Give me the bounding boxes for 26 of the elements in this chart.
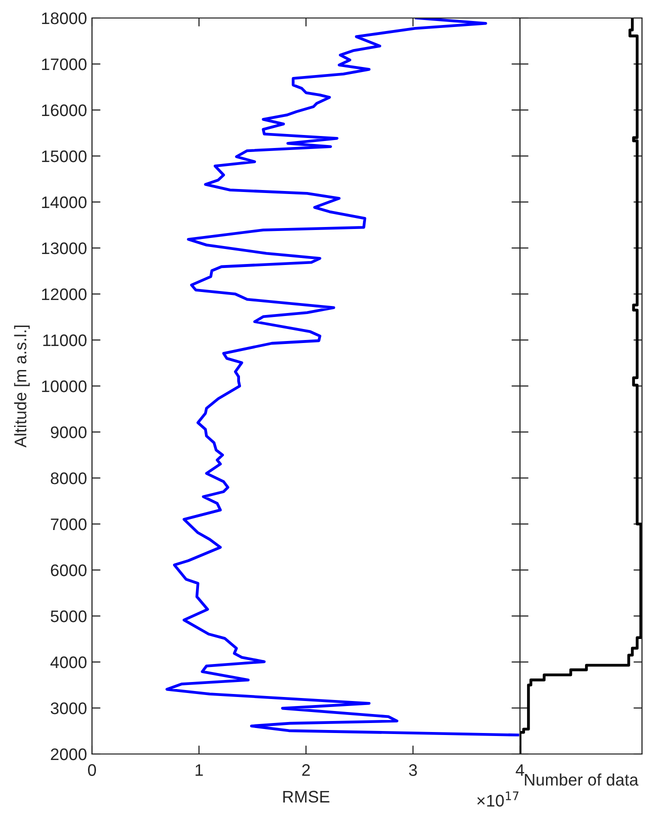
y-tick-label: 13000: [42, 242, 86, 254]
y-tick-label: 16000: [42, 104, 86, 116]
y-tick-label: 6000: [50, 564, 86, 576]
y-tick-label: 2000: [50, 748, 86, 760]
x-axis-title: Number of data: [524, 773, 638, 786]
y-tick-label: 17000: [42, 58, 86, 70]
y-tick-label: 7000: [50, 518, 86, 530]
x-tick-label: 1: [196, 764, 203, 776]
x-axis-title: RMSE: [283, 790, 330, 803]
y-tick-label: 3000: [50, 702, 86, 714]
y-tick-label: 9000: [50, 426, 86, 438]
x-tick-label: 4: [516, 764, 524, 776]
x-tick-label: 3: [409, 764, 417, 776]
y-tick-label: 18000: [42, 12, 86, 24]
y-tick-label: 4000: [50, 656, 86, 668]
y-tick-label: 8000: [50, 472, 86, 484]
y-axis-title: Altitude [m a.s.l.]: [14, 326, 30, 448]
y-tick-label: 14000: [42, 196, 86, 208]
y-tick-label: 12000: [42, 288, 86, 300]
y-tick-label: 5000: [50, 610, 86, 622]
x-tick-label: 0: [88, 764, 96, 776]
y-tick-label: 15000: [42, 150, 86, 162]
x-tick-label: 2: [302, 764, 310, 776]
text: ×10$^{17}$: [477, 792, 518, 807]
y-tick-label: 11000: [43, 334, 86, 346]
y-tick-label: 10000: [42, 380, 86, 392]
